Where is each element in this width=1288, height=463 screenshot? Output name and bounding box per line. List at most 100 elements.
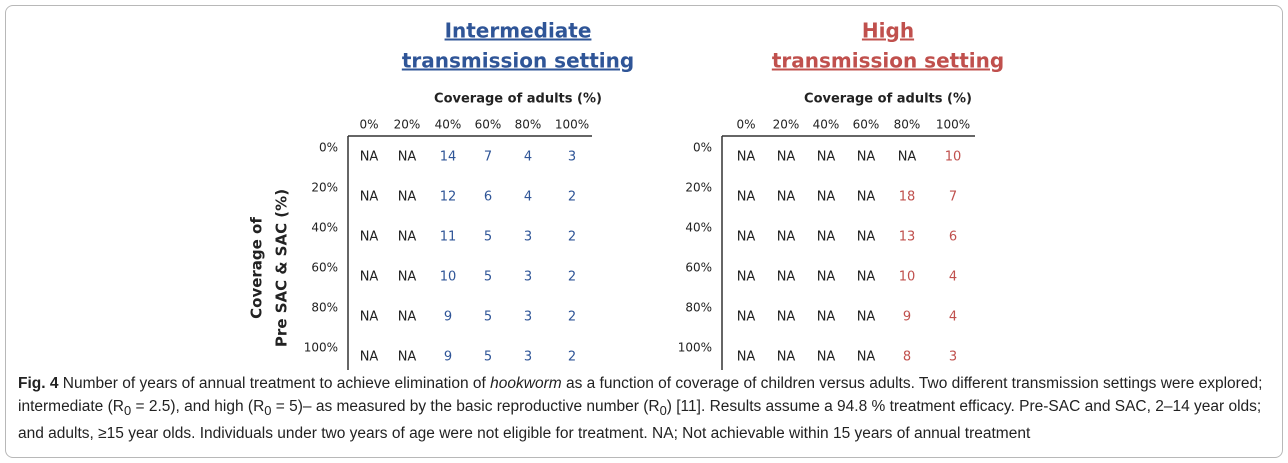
column-label: 0%	[736, 118, 755, 132]
table-cell: NA	[360, 310, 379, 325]
table-cell: 12	[440, 190, 457, 205]
column-label: 60%	[475, 118, 502, 132]
table-cell: 3	[949, 350, 957, 365]
caption-text: = 2.5), and high (R	[131, 398, 265, 415]
table-cell: 2	[568, 190, 576, 205]
panel-title: transmission setting	[402, 49, 634, 73]
table-cell: 3	[524, 350, 532, 365]
table-cell: 5	[484, 230, 492, 245]
table-cell: NA	[817, 270, 836, 285]
row-label: 80%	[685, 301, 712, 315]
table-cell: NA	[777, 190, 796, 205]
table-cell: NA	[777, 230, 796, 245]
table-cell: NA	[857, 310, 876, 325]
table-cell: 2	[568, 230, 576, 245]
table-cell: 7	[484, 150, 492, 165]
column-header: Coverage of adults (%)	[434, 92, 602, 107]
table-cell: 8	[903, 350, 911, 365]
table-cell: NA	[817, 150, 836, 165]
table-cell: NA	[737, 190, 756, 205]
column-label: 40%	[813, 118, 840, 132]
caption-subscript: 0	[123, 403, 132, 419]
row-axis-label: Coverage of	[248, 217, 266, 319]
table-cell: 4	[949, 270, 957, 285]
table-cell: NA	[360, 150, 379, 165]
caption-subscript: 0	[659, 403, 667, 419]
table-cell: NA	[857, 190, 876, 205]
table-cell: 14	[440, 150, 457, 165]
panel-title: transmission setting	[772, 49, 1004, 73]
table-cell: NA	[737, 270, 756, 285]
table-cell: 9	[444, 350, 452, 365]
row-axis-label: Pre SAC & SAC (%)	[273, 189, 291, 347]
table-cell: 13	[899, 230, 916, 245]
table-cell: 18	[899, 190, 916, 205]
table-cell: NA	[857, 150, 876, 165]
table-cell: 9	[444, 310, 452, 325]
table-cell: NA	[857, 350, 876, 365]
table-cell: NA	[817, 190, 836, 205]
table-cell: 9	[903, 310, 911, 325]
table-cell: 2	[568, 310, 576, 325]
table-cell: 4	[949, 310, 957, 325]
table-cell: 7	[949, 190, 957, 205]
column-label: 20%	[394, 118, 421, 132]
column-header: Coverage of adults (%)	[804, 92, 972, 107]
caption-text: Number of years of annual treatment to a…	[58, 375, 491, 392]
caption-text: = 5)– as measured by the basic reproduct…	[271, 398, 660, 415]
table-cell: NA	[857, 270, 876, 285]
table-cell: 5	[484, 270, 492, 285]
table-cell: 2	[568, 270, 576, 285]
table-cell: NA	[737, 350, 756, 365]
panel-title: High	[862, 19, 914, 43]
table-cell: 4	[524, 190, 532, 205]
table-cell: NA	[857, 230, 876, 245]
caption-subscript: 0	[264, 403, 272, 419]
table-cell: NA	[398, 270, 417, 285]
column-label: 100%	[936, 118, 970, 132]
row-label: 20%	[685, 181, 712, 195]
table-cell: 10	[945, 150, 962, 165]
column-label: 40%	[435, 118, 462, 132]
table-cell: NA	[398, 230, 417, 245]
table-cell: 3	[524, 230, 532, 245]
caption-italic: hookworm	[490, 375, 562, 392]
row-label: 0%	[693, 141, 712, 155]
column-label: 80%	[894, 118, 921, 132]
table-cell: NA	[398, 190, 417, 205]
table-cell: NA	[777, 310, 796, 325]
row-label: 60%	[311, 261, 338, 275]
panel-title: Intermediate	[445, 19, 592, 43]
figure-tables: Coverage of Pre SAC & SAC (%) Intermedia…	[248, 19, 1004, 370]
caption-label: Fig. 4	[18, 375, 59, 392]
table-cell: 11	[440, 230, 457, 245]
figure-frame	[5, 5, 1283, 458]
table-cell: 10	[440, 270, 457, 285]
row-label: 40%	[685, 221, 712, 235]
row-label: 20%	[311, 181, 338, 195]
table-cell: NA	[398, 350, 417, 365]
table-cell: NA	[398, 310, 417, 325]
table-cell: NA	[777, 350, 796, 365]
row-label: 40%	[311, 221, 338, 235]
table-cell: NA	[360, 350, 379, 365]
table-cell: 3	[524, 270, 532, 285]
table-cell: 2	[568, 350, 576, 365]
table-cell: NA	[817, 310, 836, 325]
caption-text: ) [11]. Results assume a 94.8 % treatmen…	[18, 398, 1262, 443]
table-cell: NA	[817, 350, 836, 365]
row-label: 60%	[685, 261, 712, 275]
column-label: 20%	[773, 118, 800, 132]
table-cell: NA	[777, 150, 796, 165]
table-cell: NA	[777, 270, 796, 285]
table-cell: 6	[949, 230, 957, 245]
table-cell: NA	[737, 310, 756, 325]
row-label: 0%	[319, 141, 338, 155]
table-cell: NA	[817, 230, 836, 245]
column-label: 0%	[359, 118, 378, 132]
table-cell: 3	[524, 310, 532, 325]
table-cell: NA	[360, 190, 379, 205]
table-cell: 5	[484, 310, 492, 325]
table-cell: NA	[737, 150, 756, 165]
